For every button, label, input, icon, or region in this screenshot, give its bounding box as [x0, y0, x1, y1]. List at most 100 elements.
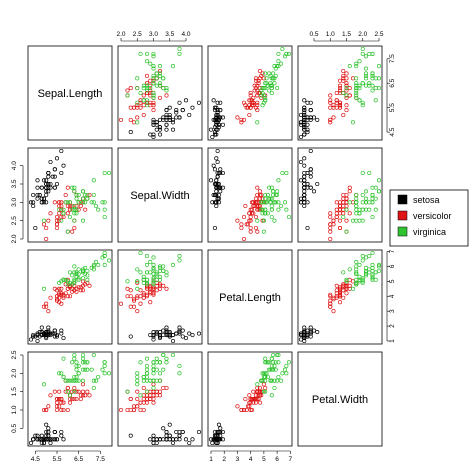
point-setosa: [46, 329, 51, 335]
tick-label: 1.0: [11, 405, 18, 414]
point-virginica: [357, 86, 362, 91]
point-setosa: [187, 440, 192, 446]
point-setosa: [157, 117, 163, 122]
point-versicolor: [54, 222, 60, 227]
point-versicolor: [341, 200, 346, 205]
point-versicolor: [59, 407, 64, 413]
point-setosa: [61, 335, 66, 341]
point-versicolor: [54, 218, 60, 223]
point-versicolor: [242, 236, 247, 242]
point-virginica: [102, 250, 107, 256]
legend-swatch-setosa: [397, 194, 408, 205]
point-versicolor: [249, 407, 255, 413]
point-setosa: [31, 334, 36, 339]
point-virginica: [67, 214, 73, 220]
point-virginica: [72, 356, 77, 361]
point-setosa: [44, 437, 49, 442]
point-versicolor: [144, 292, 150, 297]
point-setosa: [298, 200, 304, 205]
point-virginica: [74, 192, 79, 198]
point-versicolor: [341, 78, 346, 83]
point-virginica: [41, 286, 47, 291]
point-setosa: [311, 189, 317, 194]
point-virginica: [151, 76, 156, 81]
point-versicolor: [80, 288, 86, 293]
panel-petal-length-vs-petal-length: Petal.Length: [207, 249, 293, 345]
point-virginica: [161, 76, 166, 81]
point-virginica: [144, 59, 150, 64]
point-virginica: [57, 207, 62, 212]
point-setosa: [214, 189, 219, 194]
point-versicolor: [54, 298, 60, 303]
point-virginica: [151, 66, 156, 71]
point-virginica: [144, 282, 150, 287]
point-virginica: [344, 207, 349, 212]
point-versicolor: [260, 389, 265, 394]
point-versicolor: [148, 93, 153, 98]
point-setosa: [308, 325, 313, 330]
point-versicolor: [154, 389, 159, 394]
point-setosa: [211, 117, 216, 122]
point-virginica: [276, 374, 281, 380]
point-virginica: [367, 83, 372, 88]
point-virginica: [269, 185, 274, 190]
point-virginica: [272, 378, 277, 383]
point-versicolor: [148, 396, 153, 402]
point-setosa: [183, 437, 189, 442]
point-versicolor: [141, 407, 146, 413]
point-versicolor: [41, 222, 47, 227]
point-virginica: [177, 253, 182, 259]
point-setosa: [212, 105, 218, 110]
point-virginica: [370, 250, 375, 256]
point-virginica: [106, 258, 112, 263]
point-setosa: [39, 185, 44, 190]
point-versicolor: [65, 203, 70, 209]
point-versicolor: [148, 291, 153, 296]
point-setosa: [216, 437, 221, 442]
point-virginica: [360, 103, 365, 108]
point-setosa: [308, 329, 313, 335]
point-virginica: [269, 83, 274, 88]
point-setosa: [208, 178, 214, 183]
point-virginica: [376, 189, 382, 194]
point-setosa: [298, 159, 304, 165]
point-versicolor: [57, 200, 62, 205]
point-setosa: [161, 117, 166, 122]
point-versicolor: [141, 385, 146, 391]
point-virginica: [80, 218, 86, 223]
point-virginica: [272, 81, 277, 86]
point-setosa: [302, 203, 307, 209]
point-versicolor: [54, 297, 60, 302]
point-virginica: [363, 54, 369, 59]
panel-frame: [207, 147, 293, 243]
point-versicolor: [253, 76, 259, 81]
point-versicolor: [151, 396, 156, 402]
point-virginica: [354, 280, 359, 285]
point-virginica: [272, 64, 277, 69]
point-versicolor: [151, 100, 156, 105]
point-versicolor: [263, 93, 268, 98]
point-versicolor: [141, 393, 146, 398]
point-setosa: [161, 332, 166, 338]
point-virginica: [376, 64, 382, 69]
tick-label: 5: [262, 456, 266, 463]
point-versicolor: [251, 389, 256, 394]
point-setosa: [302, 196, 307, 201]
point-virginica: [267, 88, 272, 93]
point-setosa: [196, 100, 202, 105]
point-setosa: [177, 433, 182, 438]
point-virginica: [85, 196, 90, 201]
point-versicolor: [125, 88, 130, 93]
point-versicolor: [257, 68, 262, 74]
point-versicolor: [244, 407, 249, 413]
point-versicolor: [347, 189, 352, 194]
point-virginica: [61, 211, 66, 216]
point-virginica: [347, 267, 352, 272]
point-virginica: [255, 120, 260, 125]
point-setosa: [154, 440, 159, 446]
point-setosa: [61, 163, 66, 168]
point-virginica: [263, 378, 268, 383]
point-virginica: [154, 270, 159, 275]
point-versicolor: [328, 222, 333, 227]
point-virginica: [370, 71, 375, 76]
